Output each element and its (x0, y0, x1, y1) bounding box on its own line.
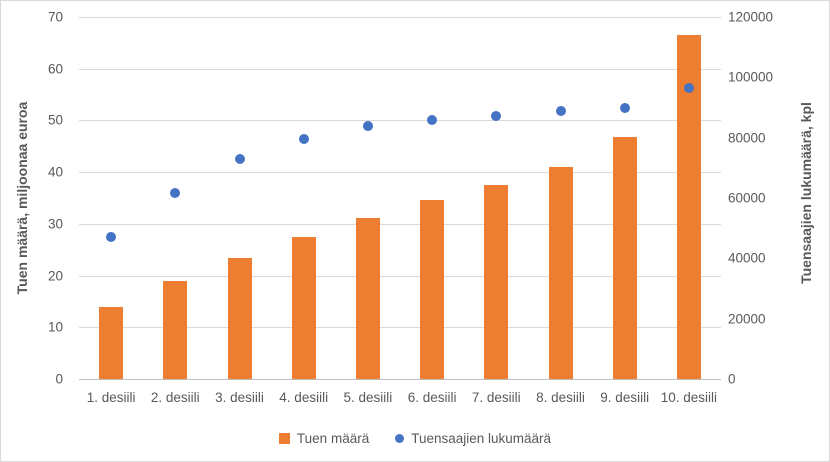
legend: Tuen määrä Tuensaajien lukumäärä (1, 425, 829, 451)
legend-square-marker-icon (278, 432, 290, 444)
data-point-tuensaajien-7 (491, 110, 502, 121)
gridline (79, 275, 721, 277)
left-axis-tick-label: 50 (47, 112, 63, 128)
right-axis-tick-label: 20000 (728, 310, 766, 326)
data-point-tuensaajien-5 (362, 120, 373, 131)
bar-tuen-maara-6 (420, 200, 445, 379)
bar-tuen-maara-9 (612, 137, 637, 379)
legend-circle-marker-icon (395, 433, 405, 443)
bar-tuen-maara-8 (548, 166, 573, 379)
left-axis-tick-label: 30 (47, 216, 63, 232)
legend-label: Tuen määrä (296, 430, 370, 446)
left-axis-title: Tuen määrä, miljoonaa euroa (14, 101, 30, 295)
gridline (79, 68, 721, 70)
gridline (79, 17, 721, 18)
gridline (79, 172, 721, 174)
data-point-tuensaajien-10 (683, 82, 694, 93)
data-point-tuensaajien-9 (619, 103, 630, 114)
legend-label: Tuensaajien lukumäärä (411, 430, 552, 446)
right-axis-tick-label: 80000 (728, 129, 766, 145)
data-point-tuensaajien-6 (427, 115, 438, 126)
right-axis-tick-label: 100000 (728, 69, 774, 85)
right-axis-tick-label: 120000 (728, 9, 774, 25)
bar-tuen-maara-4 (291, 237, 316, 379)
x-axis-label: 5. desiili (343, 390, 393, 405)
plot-area (79, 17, 721, 380)
bar-tuen-maara-3 (227, 257, 252, 379)
legend-item-tuen-maara: Tuen määrä (278, 430, 370, 446)
x-axis-label: 8. desiili (536, 390, 585, 405)
x-axis-label: 6. desiili (407, 390, 457, 405)
x-axis-label: 7. desiili (471, 390, 521, 405)
data-point-tuensaajien-1 (106, 232, 117, 243)
bar-tuen-maara-2 (163, 281, 188, 379)
right-axis-title: Tuensaajien lukumäärä, kpl (798, 102, 814, 284)
bar-tuen-maara-1 (99, 306, 124, 379)
left-axis-tick-label: 40 (47, 164, 63, 180)
data-point-tuensaajien-2 (170, 188, 181, 199)
bar-tuen-maara-5 (355, 217, 380, 379)
gridline (79, 223, 721, 225)
left-axis-tick-label: 10 (47, 319, 63, 335)
left-axis-tick-label: 60 (47, 60, 63, 76)
x-axis-label: 9. desiili (600, 390, 650, 405)
right-axis-tick-label: 0 (728, 371, 736, 387)
right-axis-tick-label: 60000 (728, 190, 766, 206)
gridline (79, 120, 721, 122)
x-axis-label: 4. desiili (279, 390, 329, 405)
x-axis-label: 1. desiili (86, 390, 136, 405)
legend-item-tuensaajien-lukumaara: Tuensaajien lukumäärä (395, 431, 551, 446)
bar-tuen-maara-7 (484, 185, 509, 379)
data-point-tuensaajien-8 (555, 106, 566, 117)
gridline (79, 327, 721, 329)
x-axis-label: 10. desiili (660, 390, 718, 405)
data-point-tuensaajien-4 (298, 134, 309, 145)
data-point-tuensaajien-3 (234, 153, 245, 164)
x-axis-label: 3. desiili (215, 390, 264, 405)
left-axis-tick-label: 0 (55, 371, 63, 387)
right-axis-tick-label: 40000 (728, 250, 766, 266)
x-axis-label: 2. desiili (150, 390, 200, 405)
left-axis-tick-label: 20 (47, 267, 63, 283)
left-axis-tick-label: 70 (47, 9, 63, 25)
